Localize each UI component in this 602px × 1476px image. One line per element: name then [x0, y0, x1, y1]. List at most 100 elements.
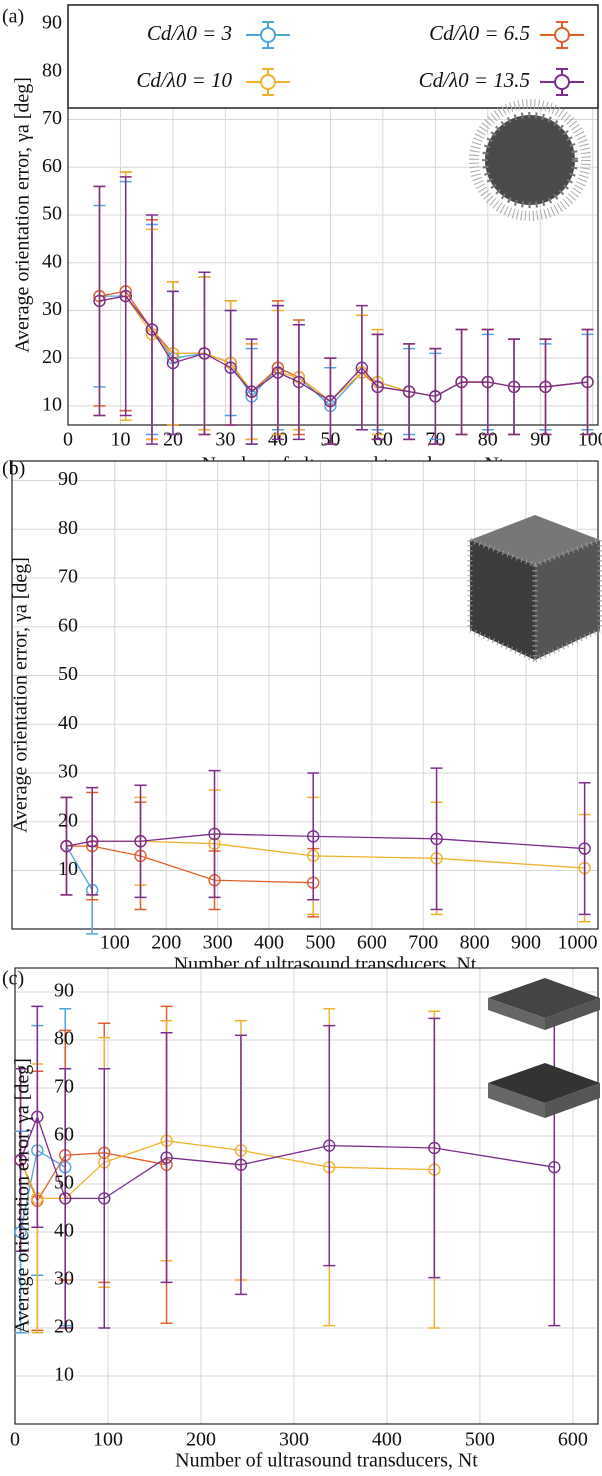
y-tick-label: 50 — [58, 663, 78, 685]
panel-label: (c) — [2, 968, 24, 990]
legend: Cd/λ0 = 3 Cd/λ0 = 6.5 Cd/λ0 = 10 Cd/λ0 = 13… — [67, 4, 599, 109]
y-tick-label: 20 — [54, 1316, 74, 1338]
error-bar — [323, 1024, 336, 1267]
error-bar — [93, 185, 106, 417]
error-bar — [307, 772, 320, 901]
point-marker — [455, 375, 468, 389]
error-bar — [578, 782, 591, 916]
y-tick-label: 20 — [58, 809, 78, 831]
error-bar — [224, 309, 237, 426]
legend-box — [67, 4, 599, 109]
error-bar — [271, 304, 284, 441]
error-bar — [245, 338, 258, 445]
legend-marker — [554, 27, 570, 43]
y-tick-label: 70 — [54, 1076, 74, 1098]
panel: 0102030405060708090100102030405060708090… — [2, 4, 602, 476]
x-tick-label: 700 — [408, 932, 438, 954]
x-tick-label: 30 — [215, 429, 235, 451]
point-marker — [371, 380, 384, 394]
y-tick-label: 40 — [42, 250, 62, 272]
series-line — [19, 1140, 435, 1200]
y-tick-label: 30 — [54, 1268, 74, 1290]
error-bar — [508, 338, 521, 436]
y-tick-label: 70 — [42, 107, 62, 129]
inset-sphere — [469, 99, 591, 221]
error-bar — [371, 333, 384, 441]
inset-cube — [467, 515, 602, 664]
legend-label: Cd/λ0 = 3 — [147, 21, 232, 45]
point-marker — [539, 380, 552, 394]
x-tick-label: 400 — [254, 932, 284, 954]
error-bar — [208, 769, 221, 899]
point-marker — [160, 1151, 173, 1164]
error-bar — [581, 328, 594, 436]
plot-frame — [14, 967, 599, 1425]
point-marker — [271, 366, 285, 379]
error-bar — [403, 343, 416, 441]
error-bar — [430, 767, 443, 911]
error-bar — [60, 796, 73, 896]
legend-marker — [260, 27, 276, 43]
error-bar — [292, 324, 305, 441]
point-marker — [323, 1139, 336, 1152]
point-marker — [59, 1192, 72, 1205]
y-tick-label: 50 — [54, 1172, 74, 1194]
point-marker — [60, 839, 73, 853]
error-bar — [455, 328, 468, 436]
y-tick-label: 40 — [54, 1220, 74, 1242]
y-tick-label: 30 — [58, 761, 78, 783]
point-marker — [245, 385, 258, 398]
point-marker — [402, 385, 416, 398]
panel-label: (a) — [2, 6, 24, 28]
point-marker — [198, 347, 211, 360]
x-tick-label: 10 — [110, 429, 130, 451]
point-marker — [224, 361, 237, 374]
error-bar — [198, 271, 211, 436]
point-marker — [578, 842, 591, 855]
point-marker — [581, 375, 594, 389]
x-tick-label: 200 — [151, 932, 181, 954]
error-bar — [429, 347, 442, 445]
error-bar — [31, 1005, 44, 1228]
y-tick-label: 20 — [42, 346, 62, 368]
x-tick-label: 600 — [357, 932, 387, 954]
x-tick-label: 0 — [10, 1429, 20, 1451]
plot-frame — [11, 460, 599, 930]
point-marker — [234, 1158, 248, 1172]
x-tick-label: 100 — [578, 429, 602, 451]
legend-label: Cd/λ0 = 13.5 — [419, 68, 530, 92]
error-bar — [234, 1034, 247, 1296]
point-marker — [428, 1141, 441, 1155]
x-tick-label: 900 — [511, 932, 541, 954]
x-tick-label: 400 — [372, 1429, 402, 1451]
error-bar — [59, 1068, 72, 1329]
x-tick-label: 0 — [63, 429, 73, 451]
y-tick-label: 50 — [42, 203, 62, 225]
y-tick-label: 10 — [58, 858, 78, 880]
point-marker — [119, 289, 132, 303]
x-tick-label: 100 — [100, 932, 130, 954]
point-marker — [507, 380, 521, 394]
y-axis-title: Average orientation error, γa [deg] — [10, 557, 32, 833]
point-marker — [548, 1160, 561, 1174]
y-tick-label: 10 — [42, 394, 62, 416]
x-tick-label: 500 — [305, 932, 335, 954]
error-bar — [145, 214, 158, 445]
legend-marker — [260, 74, 276, 90]
point-marker — [134, 835, 147, 848]
point-marker — [98, 1192, 111, 1205]
y-tick-label: 90 — [54, 980, 74, 1002]
point-marker — [208, 827, 221, 841]
y-tick-label: 80 — [54, 1028, 74, 1050]
point-marker — [292, 375, 306, 389]
y-tick-label: 40 — [58, 712, 78, 734]
error-bar — [86, 786, 99, 896]
point-marker — [429, 390, 442, 403]
legend-label: Cd/λ0 = 6.5 — [429, 21, 530, 45]
error-bar — [98, 1068, 111, 1329]
error-bar — [160, 1032, 173, 1284]
y-tick-label: 90 — [58, 468, 78, 490]
error-bar — [119, 176, 132, 417]
